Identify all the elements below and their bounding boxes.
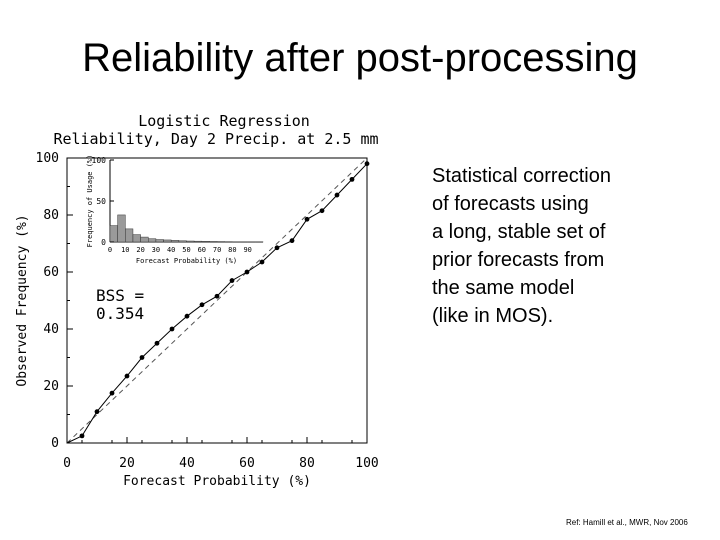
data-point [140, 355, 145, 360]
body-text: Statistical correction of forecasts usin… [432, 162, 692, 330]
x-tick-label: 40 [179, 456, 195, 471]
body-line: of forecasts using [432, 190, 692, 218]
inset-x-axis-label: Forecast Probability (%) [136, 257, 237, 265]
inset-bar [125, 229, 133, 242]
inset-x-tick-label: 30 [152, 246, 160, 254]
y-tick-label: 80 [43, 208, 59, 223]
y-tick-label: 0 [51, 436, 59, 451]
bss-value: 0.354 [96, 304, 144, 323]
data-point [260, 260, 265, 265]
inset-x-tick-label: 10 [121, 246, 129, 254]
data-point [215, 294, 220, 299]
x-tick-label: 20 [119, 456, 135, 471]
data-point [350, 177, 355, 182]
inset-x-tick-label: 90 [243, 246, 251, 254]
inset-x-tick-label: 80 [228, 246, 236, 254]
inset-bar [156, 240, 164, 242]
data-point [170, 327, 175, 332]
inset-bar [133, 235, 141, 242]
chart-title: Logistic Regression [138, 112, 310, 130]
reliability-chart: Logistic RegressionReliability, Day 2 Pr… [0, 100, 400, 495]
x-tick-label: 0 [63, 456, 71, 471]
inset-bar [194, 241, 202, 242]
body-line: the same model [432, 274, 692, 302]
data-point [110, 391, 115, 396]
data-point [335, 193, 340, 198]
y-axis-label: Observed Frequency (%) [15, 214, 30, 386]
inset-bar [179, 241, 187, 242]
data-point [290, 238, 295, 243]
inset-x-tick-label: 20 [136, 246, 144, 254]
body-line: (like in MOS). [432, 302, 692, 330]
x-tick-label: 100 [355, 456, 378, 471]
body-line: a long, stable set of [432, 218, 692, 246]
inset-bar [164, 240, 172, 242]
data-point [245, 270, 250, 275]
inset-x-tick-label: 60 [198, 246, 206, 254]
y-tick-label: 60 [43, 265, 59, 280]
x-tick-label: 60 [239, 456, 255, 471]
chart-subtitle: Reliability, Day 2 Precip. at 2.5 mm [53, 130, 378, 148]
body-line: Statistical correction [432, 162, 692, 190]
data-point [365, 161, 370, 166]
data-point [125, 374, 130, 379]
x-axis-label: Forecast Probability (%) [123, 474, 311, 489]
data-point [155, 341, 160, 346]
slide-title: Reliability after post-processing [0, 34, 720, 82]
x-tick-label: 80 [299, 456, 315, 471]
data-point [275, 245, 280, 250]
inset-bar [148, 239, 156, 242]
inset-bar [110, 226, 118, 242]
inset-y-tick-label: 50 [96, 197, 106, 206]
data-point [80, 433, 85, 438]
data-point [95, 409, 100, 414]
inset-y-tick-label: 0 [101, 238, 106, 247]
inset-x-tick-label: 40 [167, 246, 175, 254]
data-point [200, 302, 205, 307]
data-point [230, 278, 235, 283]
inset-bar [187, 241, 195, 242]
bss-label: BSS = [96, 286, 144, 305]
inset-bar [171, 240, 179, 242]
data-point [185, 314, 190, 319]
inset-bar [202, 241, 210, 242]
body-line: prior forecasts from [432, 246, 692, 274]
reference-note: Ref: Hamill et al., MWR, Nov 2006 [566, 518, 688, 527]
inset-x-tick-label: 70 [213, 246, 221, 254]
y-tick-label: 100 [36, 151, 59, 166]
inset-x-tick-label: 50 [182, 246, 190, 254]
data-point [305, 217, 310, 222]
inset-x-tick-label: 0 [108, 246, 112, 254]
y-tick-label: 40 [43, 322, 59, 337]
inset-y-axis-label: Frequency of Usage (%) [86, 155, 94, 248]
inset-bar [118, 215, 126, 242]
data-point [320, 208, 325, 213]
inset-bar [141, 237, 149, 242]
y-tick-label: 20 [43, 379, 59, 394]
